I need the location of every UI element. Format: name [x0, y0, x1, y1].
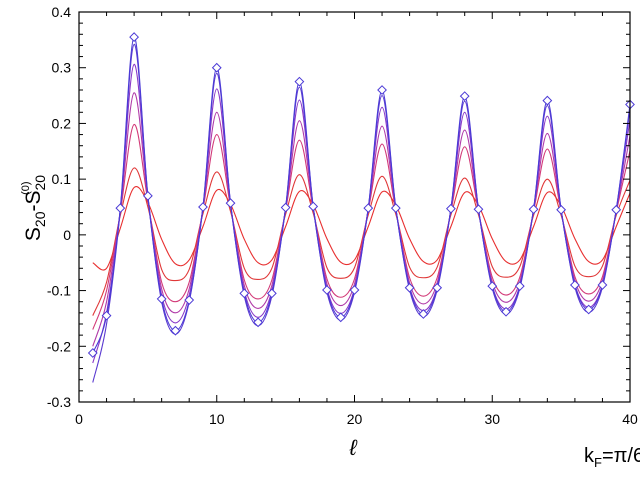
y-tick-label: -0.2: [47, 338, 71, 354]
data-point-marker: [501, 306, 511, 317]
y-tick-label: 0.4: [52, 4, 72, 20]
data-point-marker: [198, 202, 208, 212]
x-tick-label: 0: [75, 411, 83, 427]
x-tick-label: 30: [484, 411, 500, 427]
data-point-marker: [514, 281, 525, 292]
x-tick-label: 20: [347, 411, 363, 427]
data-point-marker: [418, 309, 429, 319]
data-point-marker: [473, 204, 484, 215]
data-point-marker: [115, 203, 126, 214]
annotation-main: k: [584, 445, 595, 467]
data-point-marker: [597, 280, 608, 290]
data-point-marker: [569, 280, 580, 290]
y-axis-ticks: -0.3 -0.2 -0.1 0 0.1 0.2 0.3 0.4: [47, 4, 630, 410]
data-point-marker: [322, 285, 332, 295]
y-axis-title-main: S: [22, 227, 45, 241]
series-line-5: [92, 123, 630, 330]
data-point-marker: [170, 325, 181, 336]
x-axis-ticks: 0 10 20 30 40: [75, 12, 638, 427]
data-point-marker: [142, 190, 153, 201]
data-point-marker: [556, 204, 567, 215]
data-point-marker: [363, 203, 374, 214]
data-point-marker: [129, 32, 140, 42]
y-tick-label: -0.3: [47, 394, 71, 410]
data-point-marker: [253, 317, 263, 328]
data-point-marker: [87, 348, 98, 358]
y-tick-label: 0.1: [52, 171, 72, 187]
data-point-marker: [432, 282, 443, 293]
y-axis-title: S20-S20(0): [20, 175, 48, 241]
y-tick-label: 0.3: [52, 60, 72, 76]
data-point-marker: [308, 201, 319, 212]
y-tick-label: 0: [63, 227, 71, 243]
series-line-1: [92, 36, 630, 354]
data-point-marker: [239, 288, 250, 299]
y-tick-label: 0.2: [52, 115, 72, 131]
plot-frame: [78, 11, 631, 403]
data-point-marker: [542, 95, 553, 106]
annotation-rest: =π/6: [602, 445, 640, 467]
series-line-4: [92, 92, 630, 347]
parameter-annotation: kF=π/6: [584, 445, 640, 470]
data-point-marker: [377, 85, 387, 95]
data-point-marker: [101, 310, 112, 321]
data-point-marker: [487, 281, 498, 292]
series-line-6: [92, 167, 630, 316]
data-point-marker: [211, 62, 222, 73]
y-axis-title-mid: -S: [22, 190, 45, 211]
data-point-marker: [266, 288, 277, 299]
data-point-marker: [349, 285, 360, 295]
annotation-sub: F: [594, 455, 602, 470]
data-point-marker: [528, 204, 539, 215]
x-tick-label: 10: [209, 411, 225, 427]
data-point-marker: [156, 294, 167, 304]
marker-layer: [87, 32, 635, 358]
x-axis-title: ℓ: [348, 435, 357, 460]
data-point-marker: [446, 203, 456, 214]
data-point-marker: [280, 202, 291, 213]
y-axis-title-sub1: 20: [32, 211, 48, 227]
data-point-marker: [583, 304, 594, 315]
data-point-marker: [390, 203, 401, 214]
data-point-marker: [225, 198, 236, 209]
data-point-marker: [184, 295, 195, 305]
y-axis-title-sub2: 20: [32, 175, 48, 191]
data-point-marker: [335, 312, 346, 323]
data-point-marker: [404, 282, 415, 293]
data-point-marker: [459, 91, 470, 102]
y-axis-title-sup2: (0): [20, 181, 32, 194]
y-tick-label: -0.1: [47, 283, 71, 299]
data-point-marker: [294, 76, 305, 87]
data-point-marker: [611, 204, 622, 215]
x-tick-label: 40: [622, 411, 638, 427]
